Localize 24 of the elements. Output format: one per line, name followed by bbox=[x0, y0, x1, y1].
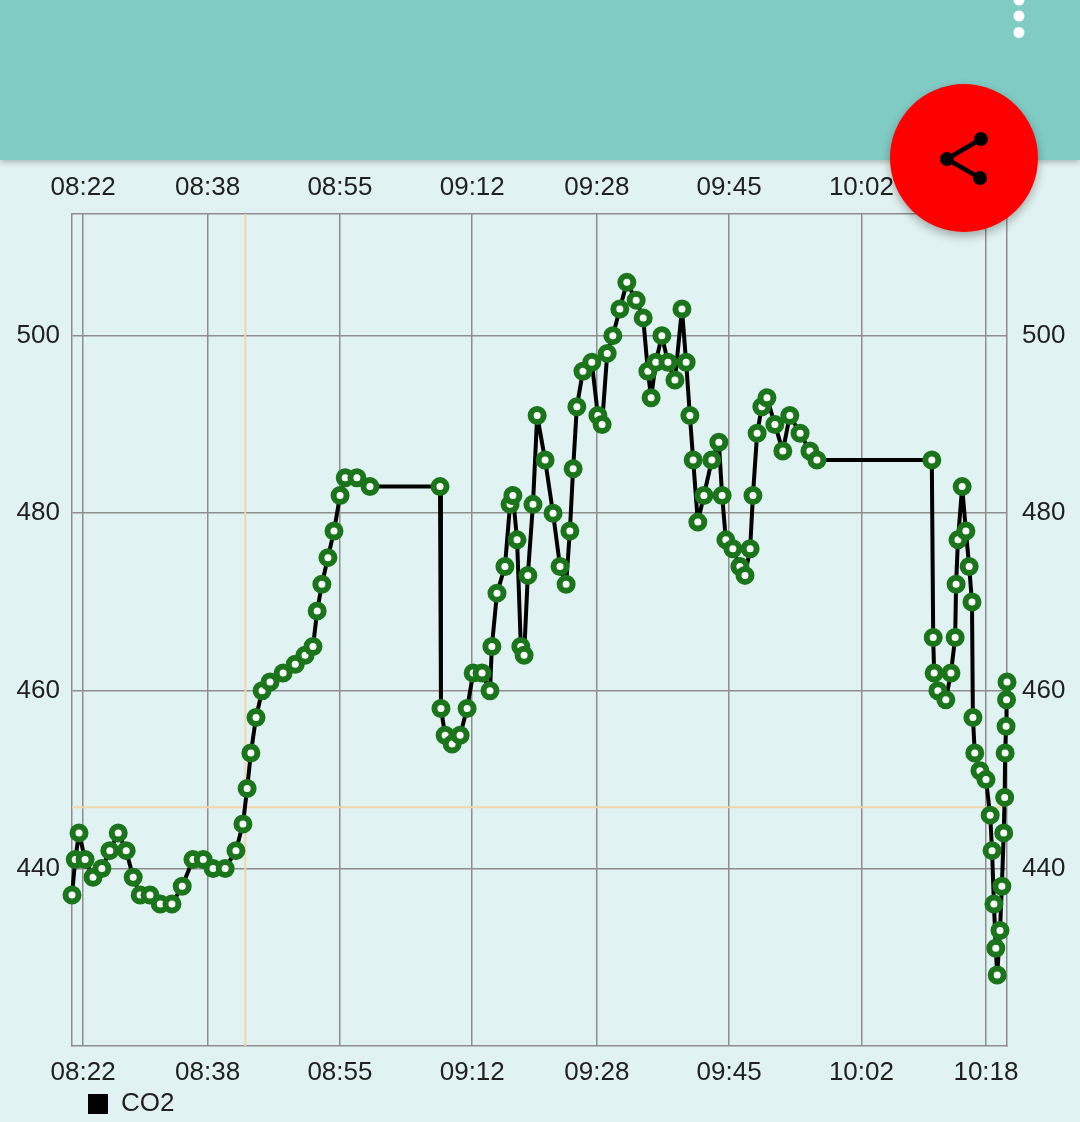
y2-tick-label: 440 bbox=[1022, 851, 1066, 882]
x-tick-label: 08:38 bbox=[175, 1055, 241, 1086]
x2-tick-label: 08:55 bbox=[307, 170, 373, 201]
x2-tick-label: 10:02 bbox=[828, 170, 894, 201]
x2-tick-label: 09:12 bbox=[439, 170, 505, 201]
x-tick-label: 10:02 bbox=[828, 1055, 894, 1086]
x2-tick-label: 08:38 bbox=[175, 170, 241, 201]
x-tick-label: 09:28 bbox=[564, 1055, 630, 1086]
y2-tick-label: 500 bbox=[1022, 318, 1066, 349]
y-tick-label: 460 bbox=[16, 674, 60, 704]
y-tick-label: 440 bbox=[16, 851, 60, 882]
y-tick-label: 480 bbox=[16, 496, 60, 527]
x-tick-label: 10:18 bbox=[953, 1055, 1019, 1086]
x2-tick-label: 09:28 bbox=[564, 170, 630, 201]
x2-tick-label: 08:22 bbox=[50, 170, 116, 201]
y2-tick-label: 460 bbox=[1022, 674, 1066, 704]
x-tick-label: 08:22 bbox=[50, 1055, 116, 1086]
x-tick-label: 09:45 bbox=[696, 1055, 762, 1086]
y2-tick-label: 480 bbox=[1022, 496, 1066, 527]
x-tick-label: 08:55 bbox=[307, 1055, 373, 1086]
y-tick-label: 500 bbox=[16, 318, 60, 349]
x-tick-label: 09:12 bbox=[439, 1055, 505, 1086]
x2-tick-label: 09:45 bbox=[696, 170, 762, 201]
legend-label: CO2 bbox=[121, 1087, 175, 1118]
